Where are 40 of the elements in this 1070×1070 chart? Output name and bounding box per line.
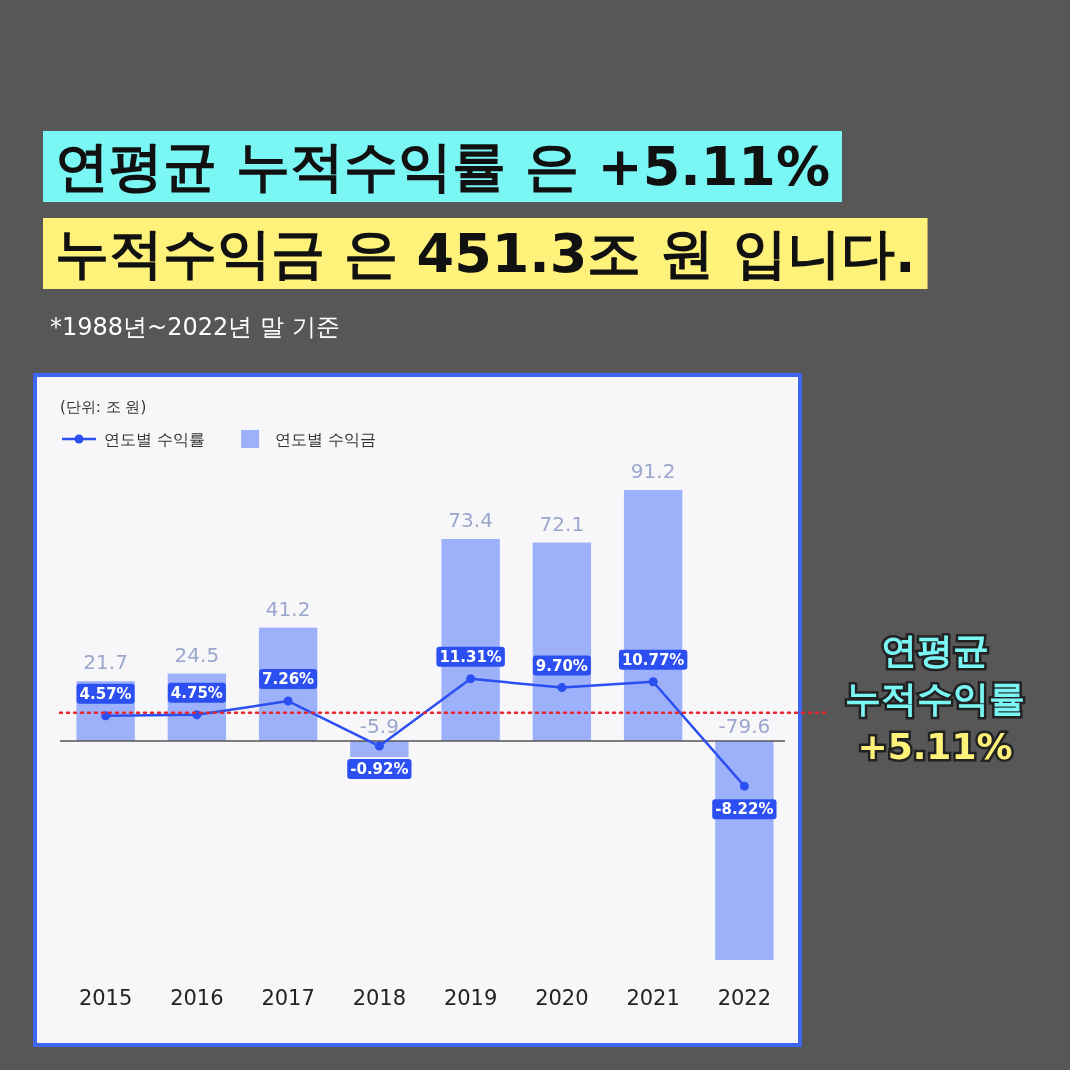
- data-label: 4.75%: [170, 683, 223, 702]
- data-label: 4.57%: [79, 684, 132, 703]
- bar: [532, 542, 592, 741]
- text: (단위: 조 원): [60, 398, 147, 416]
- data-label: 9.70%: [535, 656, 588, 675]
- data-label: -8.22%: [715, 800, 774, 819]
- data-label: -0.92%: [350, 760, 409, 779]
- legend-label: 연도별 수익률: [104, 430, 206, 449]
- x-tick-label: 2020: [535, 986, 589, 1010]
- data-label: 73.4: [448, 507, 493, 532]
- legend-label: 연도별 수익금: [275, 430, 377, 449]
- bar: [715, 740, 774, 960]
- data-label: 21.7: [83, 650, 128, 675]
- point: [374, 741, 384, 751]
- data-label: -5.9: [359, 713, 399, 738]
- x-tick-label: 2018: [352, 986, 407, 1010]
- bar: [623, 490, 683, 741]
- point: [283, 696, 293, 706]
- data-label: 24.5: [174, 642, 220, 667]
- point: [557, 683, 567, 693]
- data-label: 41.2: [265, 596, 311, 621]
- chart-title: 연평균 누적수익률 은 +5.11%: [55, 135, 830, 198]
- data-label: 7.26%: [262, 670, 315, 689]
- data-label: -79.6: [718, 713, 771, 738]
- text: *1988년~2022년 말 기준: [50, 313, 340, 341]
- x-tick-label: 2016: [170, 986, 224, 1010]
- data-label: 72.1: [539, 511, 585, 536]
- x-tick-label: 2021: [626, 986, 680, 1010]
- point: [648, 677, 658, 687]
- data-label: 91.2: [630, 459, 676, 483]
- chart-subtitle: 누적수익금 은 451.3조 원 입니다.: [55, 222, 916, 285]
- x-tick-label: 2022: [717, 986, 772, 1010]
- x-tick-label: 2019: [443, 986, 498, 1010]
- x-tick-label: 2017: [261, 986, 315, 1010]
- point: [739, 781, 749, 791]
- point: [466, 674, 476, 684]
- data-label: 10.77%: [621, 650, 685, 669]
- ref-line-label: 연평균 누적수익률 +5.11%: [845, 629, 1025, 767]
- x-tick-label: 2015: [78, 986, 133, 1010]
- data-label: 11.31%: [439, 647, 502, 666]
